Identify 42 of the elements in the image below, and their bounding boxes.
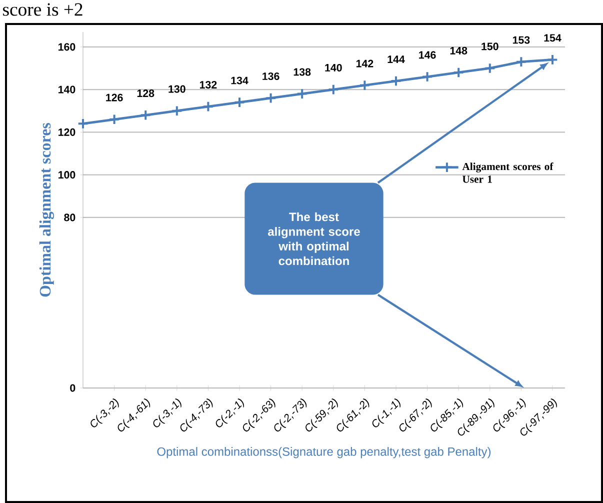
point — [108, 114, 120, 126]
y-tick-label: 140 — [58, 86, 76, 94]
y-tick-label: 160 — [58, 43, 76, 51]
text: 130 — [168, 85, 186, 93]
point — [265, 92, 276, 104]
point — [202, 100, 214, 112]
x-axis-title: Optimal combinationss(Signature gab penalty,test gab Penalty) — [157, 447, 491, 458]
point — [452, 66, 464, 78]
text: 126 — [106, 94, 123, 102]
y-tick-label: 80 — [64, 214, 76, 222]
point — [140, 109, 152, 121]
text: 146 — [419, 51, 436, 59]
text: score is +2 — [3, 3, 82, 16]
point — [171, 105, 183, 117]
annotation: The best alignment score with optimal combination — [268, 212, 360, 266]
point — [422, 71, 433, 82]
text: 138 — [294, 68, 311, 76]
text: 142 — [356, 60, 374, 68]
text: 153 — [512, 36, 530, 44]
point — [484, 62, 496, 74]
point — [359, 80, 370, 91]
text: 150 — [482, 42, 498, 50]
point — [328, 84, 340, 96]
legend-label: Aligament scores of User 1 — [462, 162, 554, 183]
point — [234, 96, 246, 108]
text: 134 — [231, 76, 248, 84]
text: 128 — [137, 90, 154, 98]
text: 136 — [262, 72, 280, 80]
y-axis-title: Optimal alignment scores — [39, 122, 54, 297]
y-tick-label: 120 — [58, 128, 76, 136]
text: 132 — [200, 80, 217, 89]
point — [77, 118, 89, 130]
text: 144 — [388, 56, 405, 63]
point — [516, 56, 527, 68]
point — [546, 54, 558, 66]
y-tick-label: 100 — [58, 171, 76, 179]
y-tick-label: 0 — [70, 384, 76, 392]
text: 148 — [450, 46, 468, 54]
text: 154 — [544, 34, 562, 42]
point — [390, 75, 402, 87]
point — [296, 88, 308, 100]
text: 140 — [325, 64, 342, 72]
